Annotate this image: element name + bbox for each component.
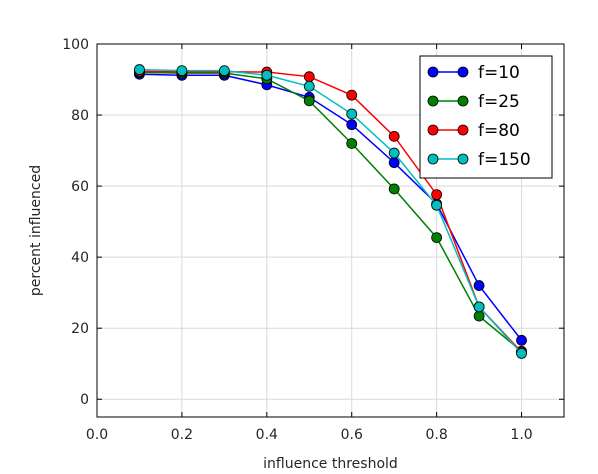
data-point — [346, 89, 358, 101]
legend-marker — [427, 153, 439, 165]
legend-marker — [457, 124, 469, 136]
legend-box — [419, 55, 553, 179]
y-tick-label: 0 — [80, 392, 89, 408]
data-point — [218, 65, 230, 77]
x-tick-label: 0.2 — [171, 427, 193, 443]
data-point — [346, 138, 358, 149]
legend-marker — [457, 95, 469, 107]
data-point — [388, 130, 400, 142]
data-point — [431, 199, 443, 211]
series-layer — [134, 64, 527, 359]
data-point — [388, 147, 400, 159]
x-tick-label: 0.8 — [426, 427, 448, 443]
legend-marker — [457, 66, 469, 78]
legend-item: f=10 — [427, 63, 520, 83]
y-tick-label: 100 — [62, 37, 89, 53]
y-tick-label: 80 — [71, 108, 89, 124]
data-point — [303, 80, 315, 92]
data-point — [134, 64, 145, 75]
legend-marker — [427, 95, 439, 107]
data-point — [473, 280, 485, 291]
plot-frame — [96, 43, 565, 418]
legend-marker — [457, 153, 469, 165]
legend-marker — [427, 66, 439, 78]
x-axis-label: influence threshold — [263, 456, 398, 472]
data-point — [431, 232, 443, 244]
legend-label: f=80 — [478, 121, 520, 141]
y-tick-label: 60 — [71, 179, 89, 195]
y-axis-label: percent influenced — [28, 165, 44, 296]
data-point — [516, 334, 527, 346]
x-tick-label: 0.6 — [341, 427, 363, 443]
y-tick-label: 20 — [71, 321, 89, 337]
series-line — [139, 71, 523, 352]
legend-label: f=25 — [478, 92, 520, 112]
series-line — [139, 68, 523, 354]
data-point — [303, 71, 315, 83]
data-point — [473, 301, 485, 313]
legend: f=10 f=25 f=80 f=150 — [419, 55, 553, 179]
series-line — [139, 70, 523, 353]
data-point — [261, 69, 273, 81]
x-tick-label: 1.0 — [510, 427, 532, 443]
data-point — [388, 183, 400, 195]
legend-label: f=10 — [478, 63, 520, 83]
data-point — [176, 65, 188, 77]
legend-item: f=25 — [427, 92, 520, 112]
y-axis-ticks: 0 20 40 60 80 100 — [62, 37, 564, 408]
data-point — [516, 348, 527, 359]
y-tick-label: 40 — [71, 250, 89, 266]
legend-marker — [427, 124, 439, 136]
data-point — [346, 119, 358, 131]
x-tick-label: 0.4 — [256, 427, 278, 443]
data-point — [303, 95, 315, 107]
series — [134, 64, 527, 359]
data-point — [431, 189, 443, 201]
legend-label: f=150 — [478, 150, 531, 170]
legend-item: f=150 — [427, 150, 531, 170]
data-point — [388, 157, 400, 169]
x-tick-label: 0.0 — [86, 427, 108, 443]
data-point — [346, 108, 358, 120]
series-line — [139, 73, 523, 341]
data-point — [473, 310, 485, 322]
legend-item: f=80 — [427, 121, 520, 141]
